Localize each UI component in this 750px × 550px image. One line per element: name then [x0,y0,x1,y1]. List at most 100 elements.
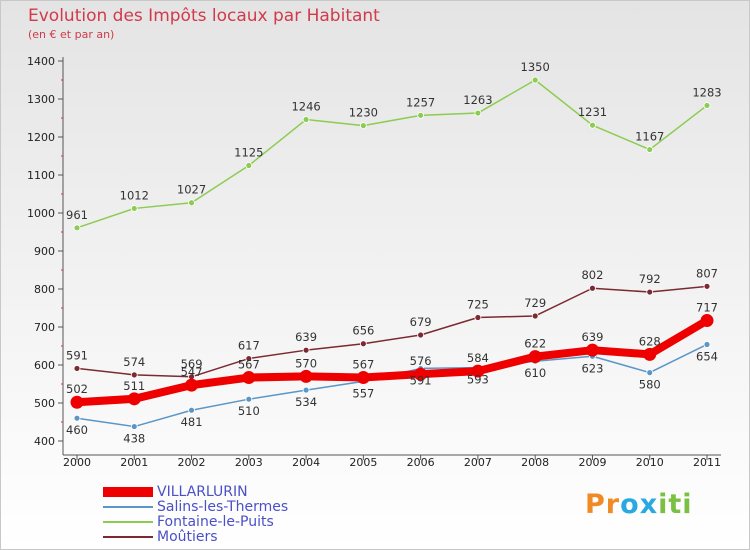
x-tick-label: 2004 [292,456,320,469]
y-tick-label: 1000 [27,207,55,220]
series-line [76,343,708,428]
data-label: 574 [123,355,145,369]
data-label: 567 [238,358,260,372]
data-label: 656 [352,324,374,338]
data-point [703,282,711,290]
data-label: 591 [66,348,88,362]
data-label: 729 [524,296,546,310]
data-point [73,224,81,232]
data-point [302,116,310,123]
data-label: 593 [467,373,489,387]
series-fontaine-le-puits [73,76,711,232]
data-label: 534 [295,395,317,409]
chart-legend: VILLARLURIN Salins-les-Thermes Fontaine-le… [103,484,363,545]
series-villarlurin [70,314,714,409]
data-point [589,284,596,292]
data-point [70,395,84,409]
data-label: 510 [238,404,260,418]
data-label: 481 [181,415,203,429]
x-tick-label: 2009 [578,456,606,469]
data-point [471,364,485,378]
legend-label: Moûtiers [157,529,218,545]
x-tick-label: 2006 [407,456,435,469]
legend-label: Salins-les-Thermes [157,499,289,515]
data-label: 1167 [635,130,664,144]
legend-swatch [103,487,153,497]
data-point [359,122,367,129]
data-point [417,331,425,339]
legend-item: Moûtiers [103,529,363,545]
data-label: 1257 [406,95,435,109]
data-point [73,365,81,372]
series-line [73,316,711,407]
data-label: 1230 [349,106,378,120]
data-label: 679 [410,315,432,329]
data-point [127,392,141,406]
data-label: 802 [581,268,603,282]
data-label: 438 [123,432,145,446]
data-point [245,162,253,169]
data-label: 1283 [692,85,721,99]
data-point [589,121,596,129]
data-label: 1263 [463,93,492,107]
data-point [646,288,654,296]
data-point [700,314,714,328]
data-label: 584 [467,351,489,365]
x-tick-label: 2003 [235,456,263,469]
data-label: 639 [581,330,603,344]
data-label: 576 [410,354,432,368]
data-label: 792 [639,272,661,286]
data-point [414,367,428,381]
data-point [185,378,199,392]
data-label: 628 [639,334,661,348]
chart-subtitle: (en € et par an) [28,28,115,41]
series-line [76,79,708,229]
legend-item: VILLARLURIN [103,484,363,500]
legend-label: Fontaine-le-Puits [157,514,274,530]
chart-title: Evolution des Impôts locaux par Habitant [28,6,380,26]
data-label: 623 [581,361,603,375]
data-point [531,312,539,320]
data-label: 567 [352,358,374,372]
data-point [417,111,425,119]
data-point [356,371,370,385]
data-point [359,340,367,348]
data-label: 460 [66,423,88,437]
data-label: 1350 [521,60,550,74]
data-point [302,346,310,354]
data-point [245,395,253,403]
data-label: 617 [238,339,260,353]
data-label: 639 [295,330,317,344]
data-point [528,350,542,364]
logo-letter: i [682,489,693,520]
y-tick-label: 1200 [27,131,55,144]
legend-swatch [103,506,153,508]
data-label: 807 [696,266,718,280]
y-tick-label: 900 [34,245,55,258]
legend-item: Fontaine-le-Puits [103,514,363,530]
x-tick-label: 2007 [464,456,492,469]
data-label: 547 [181,365,203,379]
logo-letter: x [639,489,659,520]
series-line [76,285,708,378]
data-label: 725 [467,298,489,312]
y-tick-label: 1100 [27,169,55,182]
data-point [245,355,253,362]
y-tick-label: 600 [34,359,55,372]
data-point [130,205,138,212]
logo-letter: t [668,489,683,520]
data-label: 961 [66,208,88,222]
data-label: 591 [410,373,432,387]
data-point [130,371,138,379]
data-label: 610 [524,366,546,380]
data-label: 1125 [234,146,263,160]
x-tick-label: 2000 [63,456,91,469]
data-point [643,347,657,361]
data-point [646,369,654,377]
legend-swatch [103,536,153,538]
data-label: 569 [181,357,203,371]
data-point [474,109,482,117]
data-point [188,199,195,207]
